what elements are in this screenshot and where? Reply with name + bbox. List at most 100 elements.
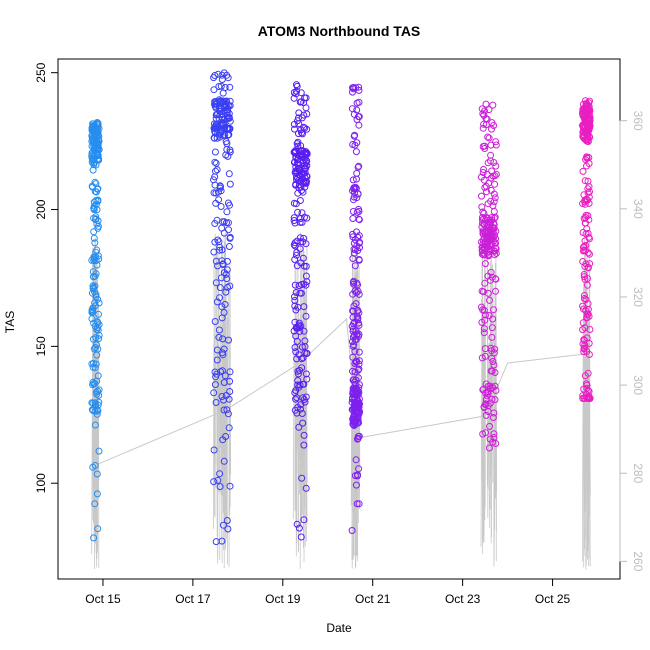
tas-point bbox=[491, 180, 499, 188]
tas-point bbox=[290, 120, 298, 128]
tas-point bbox=[481, 145, 489, 152]
tas-point bbox=[302, 104, 310, 112]
tas-point bbox=[582, 246, 590, 254]
y-tick-label-1: 150 bbox=[34, 336, 48, 356]
tas-point bbox=[95, 335, 103, 343]
tas-point bbox=[490, 208, 498, 215]
tas-point bbox=[296, 197, 304, 204]
tas-point bbox=[223, 208, 231, 216]
tas-point bbox=[295, 383, 303, 391]
tas-point bbox=[354, 306, 362, 314]
tas-point bbox=[483, 171, 491, 178]
tas-point bbox=[223, 219, 230, 227]
tas-point bbox=[297, 322, 305, 330]
tas-point bbox=[292, 200, 300, 208]
tas-point bbox=[219, 261, 227, 268]
tas-point bbox=[93, 152, 101, 160]
tas-point bbox=[213, 346, 221, 354]
tas-point bbox=[211, 318, 219, 325]
tas-point bbox=[210, 248, 218, 256]
tas-point bbox=[586, 394, 594, 402]
tas-point bbox=[355, 232, 363, 240]
tas-point bbox=[486, 399, 494, 407]
tas-point bbox=[351, 404, 359, 412]
tas-point bbox=[298, 474, 306, 482]
tas-point bbox=[492, 287, 499, 295]
tas-point bbox=[293, 140, 301, 148]
tas-point bbox=[292, 180, 300, 188]
tas-point bbox=[295, 130, 302, 138]
tas-point bbox=[226, 233, 234, 241]
tas-point bbox=[581, 324, 589, 332]
tas-point bbox=[481, 316, 489, 324]
tas-point bbox=[94, 525, 102, 533]
tas-point bbox=[354, 190, 362, 198]
tas-point bbox=[481, 260, 489, 268]
tas-point bbox=[90, 159, 98, 167]
tas-point bbox=[355, 207, 363, 215]
tas-point bbox=[213, 356, 221, 364]
tas-point bbox=[478, 250, 486, 258]
tas-point bbox=[219, 89, 227, 97]
tas-point bbox=[225, 395, 233, 403]
tas-point bbox=[579, 167, 587, 175]
tas-point bbox=[222, 288, 230, 296]
tas-point bbox=[583, 311, 591, 319]
tas-point bbox=[355, 404, 363, 411]
tas-point bbox=[350, 386, 358, 394]
y-axis-label: TAS bbox=[3, 311, 17, 333]
tas-point bbox=[211, 238, 219, 246]
tas-point bbox=[355, 121, 363, 129]
y2-tick-label-5: 360 bbox=[631, 111, 645, 131]
tas-point bbox=[478, 192, 485, 200]
x-tick-label-2: Oct 19 bbox=[265, 592, 301, 606]
tas-point bbox=[580, 295, 588, 302]
tas-point bbox=[352, 481, 360, 489]
tas-point bbox=[352, 327, 360, 335]
tas-point bbox=[350, 376, 358, 384]
tas-point bbox=[355, 319, 362, 327]
tas-point bbox=[585, 351, 593, 358]
y2-tick-label-2: 300 bbox=[631, 375, 645, 395]
x-axis: Oct 15 Oct 17 Oct 19 Oct 21 Oct 23 Oct 25 bbox=[85, 579, 571, 606]
tas-point bbox=[291, 256, 299, 263]
tas-point bbox=[220, 103, 228, 111]
tas-point bbox=[292, 348, 300, 356]
tas-point bbox=[218, 367, 226, 375]
tas-point bbox=[220, 116, 228, 124]
tas-point bbox=[490, 409, 498, 417]
tas-point bbox=[583, 281, 591, 289]
tas-point bbox=[490, 349, 498, 357]
tas-point bbox=[90, 228, 98, 236]
tas-point bbox=[488, 125, 495, 133]
tas-point bbox=[583, 127, 591, 135]
tas-point bbox=[487, 344, 495, 352]
tas-point bbox=[482, 100, 490, 108]
tas-point bbox=[89, 381, 97, 389]
tas-point bbox=[294, 367, 302, 375]
tas-point bbox=[481, 240, 489, 248]
x-tick-label-1: Oct 17 bbox=[175, 592, 211, 606]
tas-point bbox=[211, 368, 219, 376]
tas-point bbox=[490, 224, 498, 232]
tas-point bbox=[355, 500, 363, 508]
tas-point bbox=[584, 275, 591, 282]
flight-1-points bbox=[210, 69, 234, 546]
tas-point bbox=[490, 361, 498, 369]
tas-point bbox=[299, 130, 306, 138]
tas-point bbox=[296, 234, 304, 242]
tas-point bbox=[91, 239, 99, 247]
tas-point bbox=[586, 116, 594, 124]
x-tick-label-3: Oct 21 bbox=[355, 592, 391, 606]
tas-point bbox=[482, 380, 490, 388]
tas-point bbox=[492, 141, 500, 149]
tas-point bbox=[226, 83, 234, 91]
tas-point bbox=[481, 107, 488, 115]
tas-point bbox=[302, 179, 310, 187]
tas-point bbox=[215, 333, 223, 341]
tas-point bbox=[210, 478, 218, 486]
tas-point bbox=[297, 89, 305, 97]
tas-point bbox=[491, 345, 499, 353]
tas-point bbox=[490, 198, 498, 206]
tas-point bbox=[90, 359, 97, 367]
